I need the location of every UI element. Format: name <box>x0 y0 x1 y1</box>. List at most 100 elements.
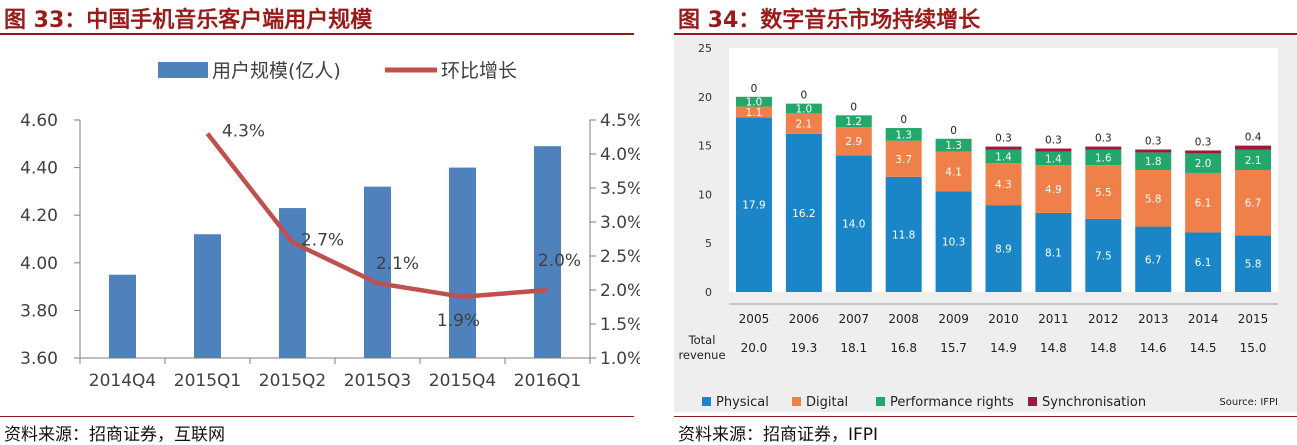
left-title-rule <box>0 33 634 35</box>
sync-value-label: 0.3 <box>1045 135 1062 147</box>
stack-segment-synchronisation <box>985 146 1022 150</box>
legend-label: Synchronisation <box>1042 395 1146 410</box>
x-tick-label: 2008 <box>888 312 919 326</box>
right-y-tick-label: 2.0% <box>600 281 640 301</box>
stack-segment-digital <box>1135 170 1172 227</box>
right-y-tick-label: 1.5% <box>600 315 640 335</box>
y-tick-label: 20 <box>698 91 712 104</box>
total-revenue-value: 14.8 <box>1090 341 1117 355</box>
segment-value-label: 8.1 <box>1045 247 1062 259</box>
stack-segment-physical <box>1235 235 1272 292</box>
right-chart-title: 图 34：数字音乐市场持续增长 <box>678 8 981 33</box>
total-revenue-value: 14.6 <box>1140 341 1167 355</box>
segment-value-label: 1.6 <box>1095 152 1112 164</box>
x-tick-label: 2015Q3 <box>344 371 411 391</box>
right-title-rule <box>674 33 1297 35</box>
total-revenue-value: 19.3 <box>791 341 818 355</box>
right-source-note: 资料来源：招商证券，IFPI <box>678 425 879 445</box>
stack-segment-performance-rights <box>985 149 1022 164</box>
right-bottom-rule <box>674 416 1297 417</box>
right-y-tick-label: 1.0% <box>600 349 640 369</box>
legend-swatch <box>1028 397 1037 406</box>
stack-segment-synchronisation <box>1235 145 1272 150</box>
right-chart: 051015202517.91.11.00200520.016.22.11.00… <box>674 36 1297 412</box>
left-y-tick-label: 4.00 <box>20 254 58 274</box>
legend-label: Performance rights <box>890 395 1014 410</box>
stack-segment-digital <box>835 127 872 156</box>
left-y-tick-label: 4.40 <box>20 159 58 179</box>
segment-value-label: 6.7 <box>1245 198 1262 210</box>
left-bottom-rule <box>0 416 634 417</box>
stack-segment-physical <box>1085 218 1122 292</box>
segment-value-label: 1.4 <box>1045 153 1062 165</box>
growth-data-label: 2.1% <box>376 254 419 274</box>
right-y-tick-label: 3.0% <box>600 213 640 233</box>
total-revenue-value: 15.7 <box>940 341 967 355</box>
bar-user-scale <box>109 274 136 358</box>
bar-user-scale <box>194 234 221 358</box>
legend-swatch <box>702 397 711 406</box>
stack-segment-digital <box>735 106 772 118</box>
right-y-tick-label: 4.5% <box>600 111 640 131</box>
x-tick-label: 2013 <box>1138 312 1169 326</box>
right-y-tick-label: 4.0% <box>600 145 640 165</box>
left-y-tick-label: 4.20 <box>20 206 58 226</box>
x-tick-label: 2005 <box>739 312 770 326</box>
segment-value-label: 8.9 <box>995 244 1012 256</box>
source-ifpi-note: Source: IFPI <box>1219 397 1278 408</box>
stack-segment-physical <box>1135 226 1172 292</box>
stack-segment-synchronisation <box>1135 149 1172 153</box>
segment-value-label: 17.9 <box>742 200 765 212</box>
segment-value-label: 1.4 <box>995 151 1012 163</box>
growth-data-label: 2.7% <box>301 230 344 250</box>
total-revenue-value: 14.8 <box>1040 341 1067 355</box>
stack-segment-physical <box>1185 232 1222 292</box>
total-revenue-value: 18.1 <box>840 341 867 355</box>
segment-value-label: 1.3 <box>945 140 962 152</box>
total-revenue-label-line2: revenue <box>678 348 725 362</box>
x-tick-label: 2015Q1 <box>174 371 241 391</box>
total-revenue-label-line1: Total <box>688 333 716 347</box>
bar-user-scale <box>449 167 476 358</box>
total-revenue-value: 20.0 <box>741 341 768 355</box>
sync-value-label: 0 <box>850 101 857 113</box>
y-tick-label: 15 <box>698 140 712 153</box>
x-tick-label: 2016Q1 <box>514 371 581 391</box>
legend-swatch <box>792 397 801 406</box>
stack-segment-digital <box>985 163 1022 206</box>
legend-label-bar: 用户规模(亿人) <box>212 60 341 82</box>
x-tick-label: 2014 <box>1188 312 1219 326</box>
stack-segment-physical <box>785 133 822 292</box>
y-tick-label: 25 <box>698 42 712 55</box>
x-tick-label: 2007 <box>838 312 869 326</box>
stack-segment-synchronisation <box>1185 150 1222 154</box>
x-tick-label: 2010 <box>988 312 1019 326</box>
x-tick-label: 2015Q4 <box>429 371 496 391</box>
growth-data-label: 2.0% <box>538 251 581 271</box>
stack-segment-performance-rights <box>1235 149 1272 170</box>
segment-value-label: 6.1 <box>1195 257 1212 269</box>
segment-value-label: 7.5 <box>1095 250 1112 262</box>
x-tick-label: 2011 <box>1038 312 1069 326</box>
stack-segment-physical <box>885 176 922 292</box>
growth-data-label: 4.3% <box>222 122 265 142</box>
stack-segment-performance-rights <box>885 128 922 141</box>
legend-label: Digital <box>806 395 848 410</box>
y-tick-label: 10 <box>698 188 712 201</box>
segment-value-label: 2.0 <box>1195 158 1212 170</box>
sync-value-label: 0.3 <box>1195 136 1212 148</box>
segment-value-label: 1.3 <box>895 129 912 141</box>
left-chart: 3.60 3.80 4.00 4.20 4.40 4.60 1.0% 1.5% 2.0% 2.5%… <box>20 60 640 391</box>
x-tick-label: 2015Q2 <box>259 371 326 391</box>
segment-value-label: 4.9 <box>1045 184 1062 196</box>
bar-user-scale <box>364 186 391 358</box>
stack-segment-synchronisation <box>1085 146 1122 150</box>
stack-segment-digital <box>1035 165 1072 213</box>
segment-value-label: 4.3 <box>995 179 1012 191</box>
x-tick-label: 2009 <box>938 312 969 326</box>
segment-value-label: 16.2 <box>792 208 815 220</box>
stack-segment-digital <box>885 140 922 177</box>
stack-segment-physical <box>985 205 1022 292</box>
stack-segment-performance-rights <box>1185 153 1222 173</box>
segment-value-label: 1.8 <box>1145 156 1162 168</box>
